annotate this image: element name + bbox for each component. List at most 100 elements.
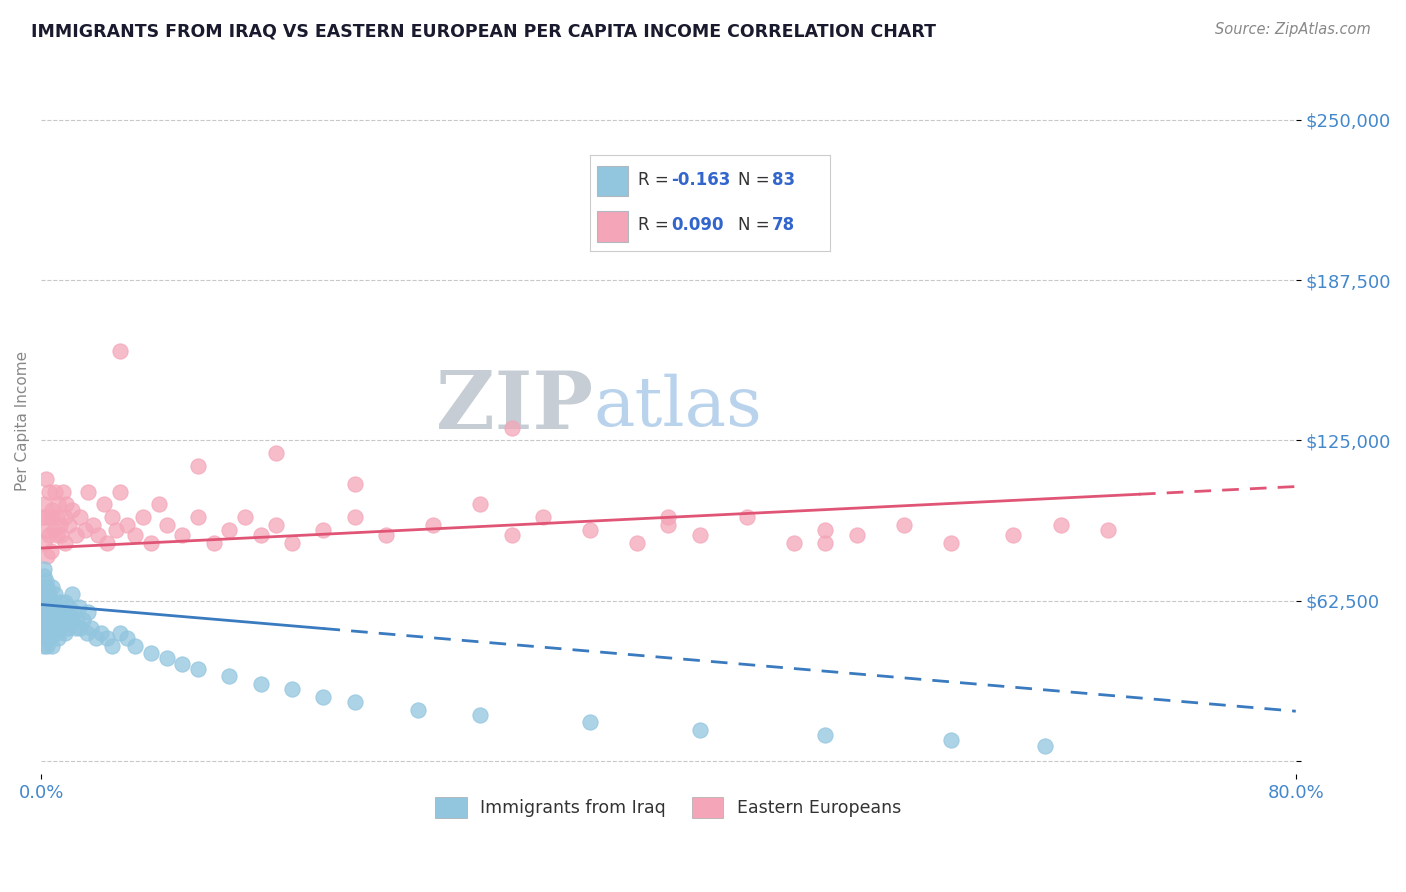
Text: R =: R =: [638, 217, 673, 235]
Point: [42, 595, 65, 609]
Point: [218, 669, 240, 683]
Point: [45, 625, 67, 640]
Point: [86, 528, 108, 542]
Point: [56, 621, 79, 635]
Point: [41, 639, 63, 653]
Point: [35, 472, 58, 486]
Point: [100, 639, 122, 653]
Text: IMMIGRANTS FROM IRAQ VS EASTERN EUROPEAN PER CAPITA INCOME CORRELATION CHART: IMMIGRANTS FROM IRAQ VS EASTERN EUROPEAN…: [31, 22, 936, 40]
Y-axis label: Per Capita Income: Per Capita Income: [15, 351, 30, 491]
Text: atlas: atlas: [593, 374, 762, 441]
Point: [45, 528, 67, 542]
Point: [37, 595, 59, 609]
Point: [35, 621, 58, 635]
Point: [939, 536, 962, 550]
Point: [77, 484, 100, 499]
Point: [187, 662, 209, 676]
Point: [67, 600, 90, 615]
Legend: Immigrants from Iraq, Eastern Europeans: Immigrants from Iraq, Eastern Europeans: [429, 790, 908, 825]
Point: [37, 580, 59, 594]
Point: [59, 613, 82, 627]
Point: [72, 613, 94, 627]
Point: [132, 510, 155, 524]
Point: [35, 574, 58, 589]
Point: [735, 510, 758, 524]
Point: [38, 484, 60, 499]
Point: [45, 510, 67, 524]
Point: [63, 605, 86, 619]
FancyBboxPatch shape: [598, 211, 628, 242]
Point: [148, 498, 170, 512]
Text: 83: 83: [772, 171, 796, 189]
Point: [35, 613, 58, 627]
Point: [1002, 528, 1025, 542]
Point: [90, 625, 112, 640]
Point: [32, 536, 55, 550]
Point: [31, 631, 53, 645]
Point: [105, 523, 128, 537]
Text: N =: N =: [738, 171, 775, 189]
Point: [35, 587, 58, 601]
Point: [39, 613, 62, 627]
Point: [35, 605, 58, 619]
Point: [96, 631, 118, 645]
Point: [48, 498, 70, 512]
Point: [32, 569, 55, 583]
Point: [37, 510, 59, 524]
Point: [42, 621, 65, 635]
Point: [49, 621, 72, 635]
Point: [689, 528, 711, 542]
Point: [657, 510, 679, 524]
Point: [35, 631, 58, 645]
Point: [343, 477, 366, 491]
Point: [76, 625, 98, 640]
Point: [69, 510, 91, 524]
Point: [58, 600, 80, 615]
Point: [48, 631, 70, 645]
Point: [172, 657, 194, 671]
Point: [1033, 739, 1056, 753]
Point: [38, 587, 60, 601]
Point: [32, 580, 55, 594]
Point: [66, 613, 89, 627]
Point: [579, 523, 602, 537]
Point: [84, 631, 107, 645]
Point: [62, 502, 84, 516]
Point: [266, 446, 288, 460]
Text: N =: N =: [738, 217, 775, 235]
Point: [202, 536, 225, 550]
Point: [38, 528, 60, 542]
Point: [31, 587, 53, 601]
Point: [32, 498, 55, 512]
Point: [124, 639, 146, 653]
Point: [44, 613, 66, 627]
Point: [42, 523, 65, 537]
Point: [155, 651, 177, 665]
Point: [531, 510, 554, 524]
Point: [37, 639, 59, 653]
Text: -0.163: -0.163: [671, 171, 731, 189]
Point: [32, 625, 55, 640]
Point: [31, 510, 53, 524]
Point: [49, 595, 72, 609]
Point: [501, 420, 523, 434]
Point: [266, 518, 288, 533]
Point: [117, 631, 139, 645]
Point: [139, 536, 162, 550]
Point: [37, 549, 59, 563]
Point: [52, 484, 75, 499]
Point: [893, 518, 915, 533]
Point: [69, 621, 91, 635]
Point: [65, 621, 87, 635]
Text: 0.090: 0.090: [671, 217, 724, 235]
Point: [814, 523, 837, 537]
Point: [657, 518, 679, 533]
Point: [249, 528, 271, 542]
Point: [77, 605, 100, 619]
FancyBboxPatch shape: [598, 166, 628, 196]
Point: [32, 561, 55, 575]
Point: [80, 621, 103, 635]
Point: [32, 639, 55, 653]
Point: [845, 528, 868, 542]
Point: [51, 605, 73, 619]
